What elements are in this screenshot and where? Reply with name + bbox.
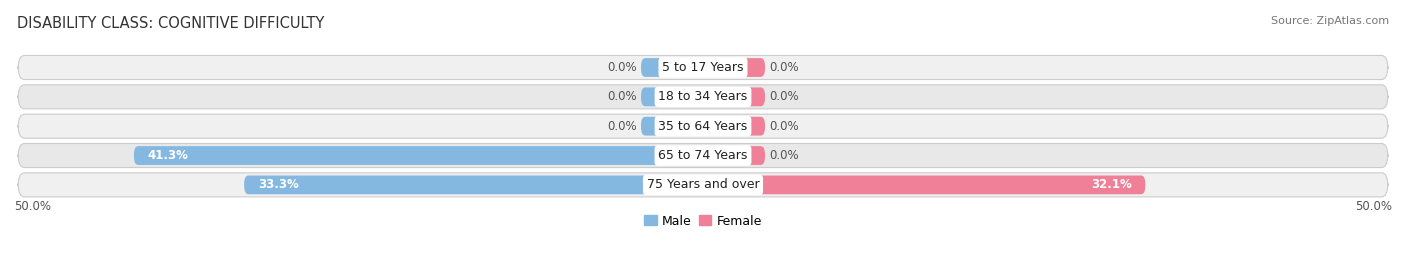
Text: 65 to 74 Years: 65 to 74 Years	[658, 149, 748, 162]
FancyBboxPatch shape	[18, 85, 1388, 109]
FancyBboxPatch shape	[18, 173, 1388, 197]
FancyBboxPatch shape	[703, 146, 765, 165]
Legend: Male, Female: Male, Female	[640, 210, 766, 233]
Text: Source: ZipAtlas.com: Source: ZipAtlas.com	[1271, 16, 1389, 26]
FancyBboxPatch shape	[703, 117, 765, 136]
FancyBboxPatch shape	[641, 117, 703, 136]
Text: 50.0%: 50.0%	[1355, 200, 1392, 213]
Text: 0.0%: 0.0%	[607, 120, 637, 133]
FancyBboxPatch shape	[245, 175, 703, 194]
Text: 33.3%: 33.3%	[257, 178, 298, 191]
Text: 18 to 34 Years: 18 to 34 Years	[658, 90, 748, 103]
FancyBboxPatch shape	[18, 143, 1388, 168]
Text: 0.0%: 0.0%	[607, 90, 637, 103]
FancyBboxPatch shape	[703, 58, 765, 77]
Text: 41.3%: 41.3%	[148, 149, 188, 162]
Text: 0.0%: 0.0%	[607, 61, 637, 74]
Text: 75 Years and over: 75 Years and over	[647, 178, 759, 191]
Text: 35 to 64 Years: 35 to 64 Years	[658, 120, 748, 133]
Text: 0.0%: 0.0%	[769, 149, 799, 162]
Text: 0.0%: 0.0%	[769, 90, 799, 103]
FancyBboxPatch shape	[703, 87, 765, 106]
FancyBboxPatch shape	[18, 55, 1388, 80]
Text: 5 to 17 Years: 5 to 17 Years	[662, 61, 744, 74]
FancyBboxPatch shape	[641, 87, 703, 106]
Text: 50.0%: 50.0%	[14, 200, 51, 213]
Text: DISABILITY CLASS: COGNITIVE DIFFICULTY: DISABILITY CLASS: COGNITIVE DIFFICULTY	[17, 16, 325, 31]
Text: 0.0%: 0.0%	[769, 61, 799, 74]
FancyBboxPatch shape	[703, 175, 1146, 194]
FancyBboxPatch shape	[18, 114, 1388, 138]
FancyBboxPatch shape	[641, 58, 703, 77]
Text: 32.1%: 32.1%	[1091, 178, 1132, 191]
Text: 0.0%: 0.0%	[769, 120, 799, 133]
FancyBboxPatch shape	[134, 146, 703, 165]
